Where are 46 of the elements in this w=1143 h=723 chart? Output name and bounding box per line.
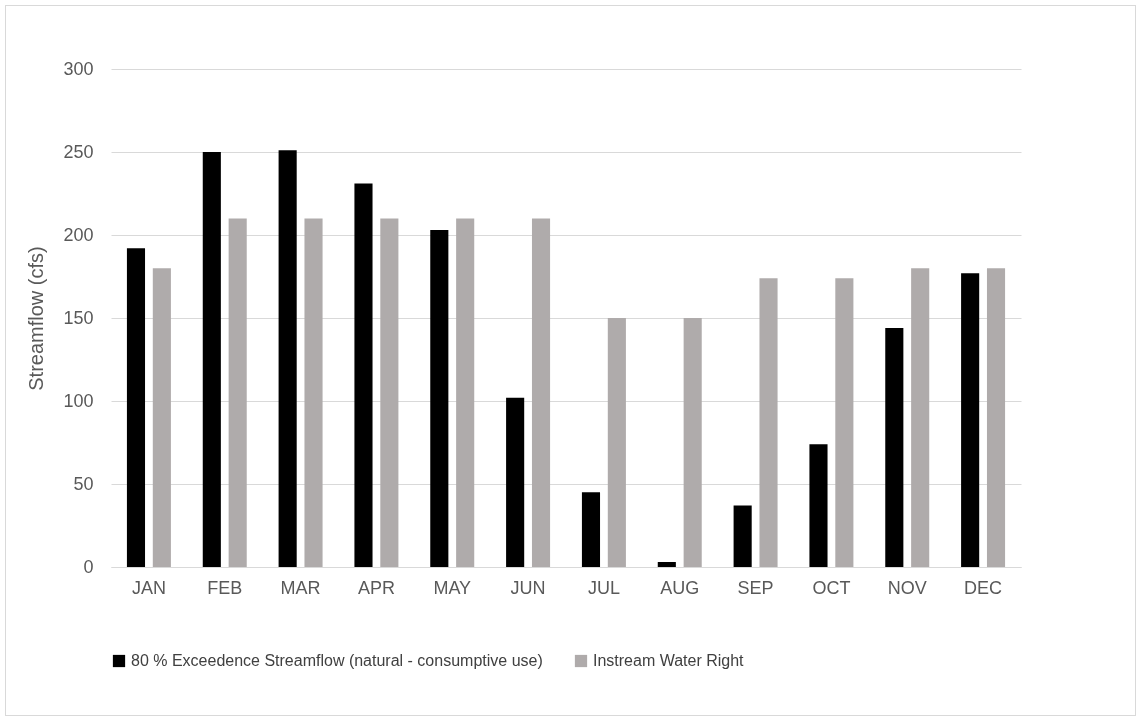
x-tick-label: AUG	[660, 577, 700, 598]
x-tick-label: OCT	[812, 577, 851, 598]
bar	[456, 218, 475, 567]
y-tick-label: 250	[63, 141, 94, 162]
bar	[278, 150, 297, 567]
bar	[607, 318, 626, 567]
bar	[506, 397, 525, 567]
bar	[961, 273, 980, 567]
bar	[202, 152, 221, 567]
x-tick-label: APR	[357, 577, 395, 598]
bar	[152, 268, 171, 567]
x-tick-label: MAR	[280, 577, 321, 598]
x-tick-label: FEB	[207, 577, 243, 598]
legend-label: Instream Water Right	[593, 652, 745, 669]
bar	[430, 230, 449, 567]
y-tick-label: 300	[63, 58, 94, 79]
x-tick-label: JAN	[131, 577, 166, 598]
bar	[304, 218, 323, 567]
bar	[759, 278, 778, 567]
bar	[911, 268, 930, 567]
bar	[835, 278, 854, 567]
legend-label: 80 % Exceedence Streamflow (natural - consumptive use)	[131, 652, 543, 669]
bar	[581, 492, 601, 567]
bar	[683, 318, 702, 567]
bar	[228, 218, 247, 567]
x-tick-label: JUN	[510, 577, 546, 598]
bar	[885, 327, 904, 567]
bar	[809, 444, 828, 567]
bar	[657, 562, 676, 567]
y-tick-label: 50	[73, 473, 94, 494]
y-tick-label: 150	[63, 307, 94, 328]
y-axis-title: Streamflow (cfs)	[25, 246, 48, 391]
bar	[380, 218, 399, 567]
x-tick-label: SEP	[737, 577, 774, 598]
x-tick-label: NOV	[887, 577, 927, 598]
bar	[531, 218, 551, 567]
y-tick-label: 0	[83, 556, 94, 577]
x-tick-label: MAY	[433, 577, 472, 598]
bar	[126, 248, 146, 567]
y-tick-label: 200	[63, 224, 94, 245]
bar	[354, 183, 373, 567]
x-tick-label: JUL	[587, 577, 620, 598]
y-tick-label: 100	[63, 390, 94, 411]
bar	[733, 505, 752, 567]
bar	[986, 268, 1006, 567]
x-tick-label: DEC	[964, 577, 1003, 598]
